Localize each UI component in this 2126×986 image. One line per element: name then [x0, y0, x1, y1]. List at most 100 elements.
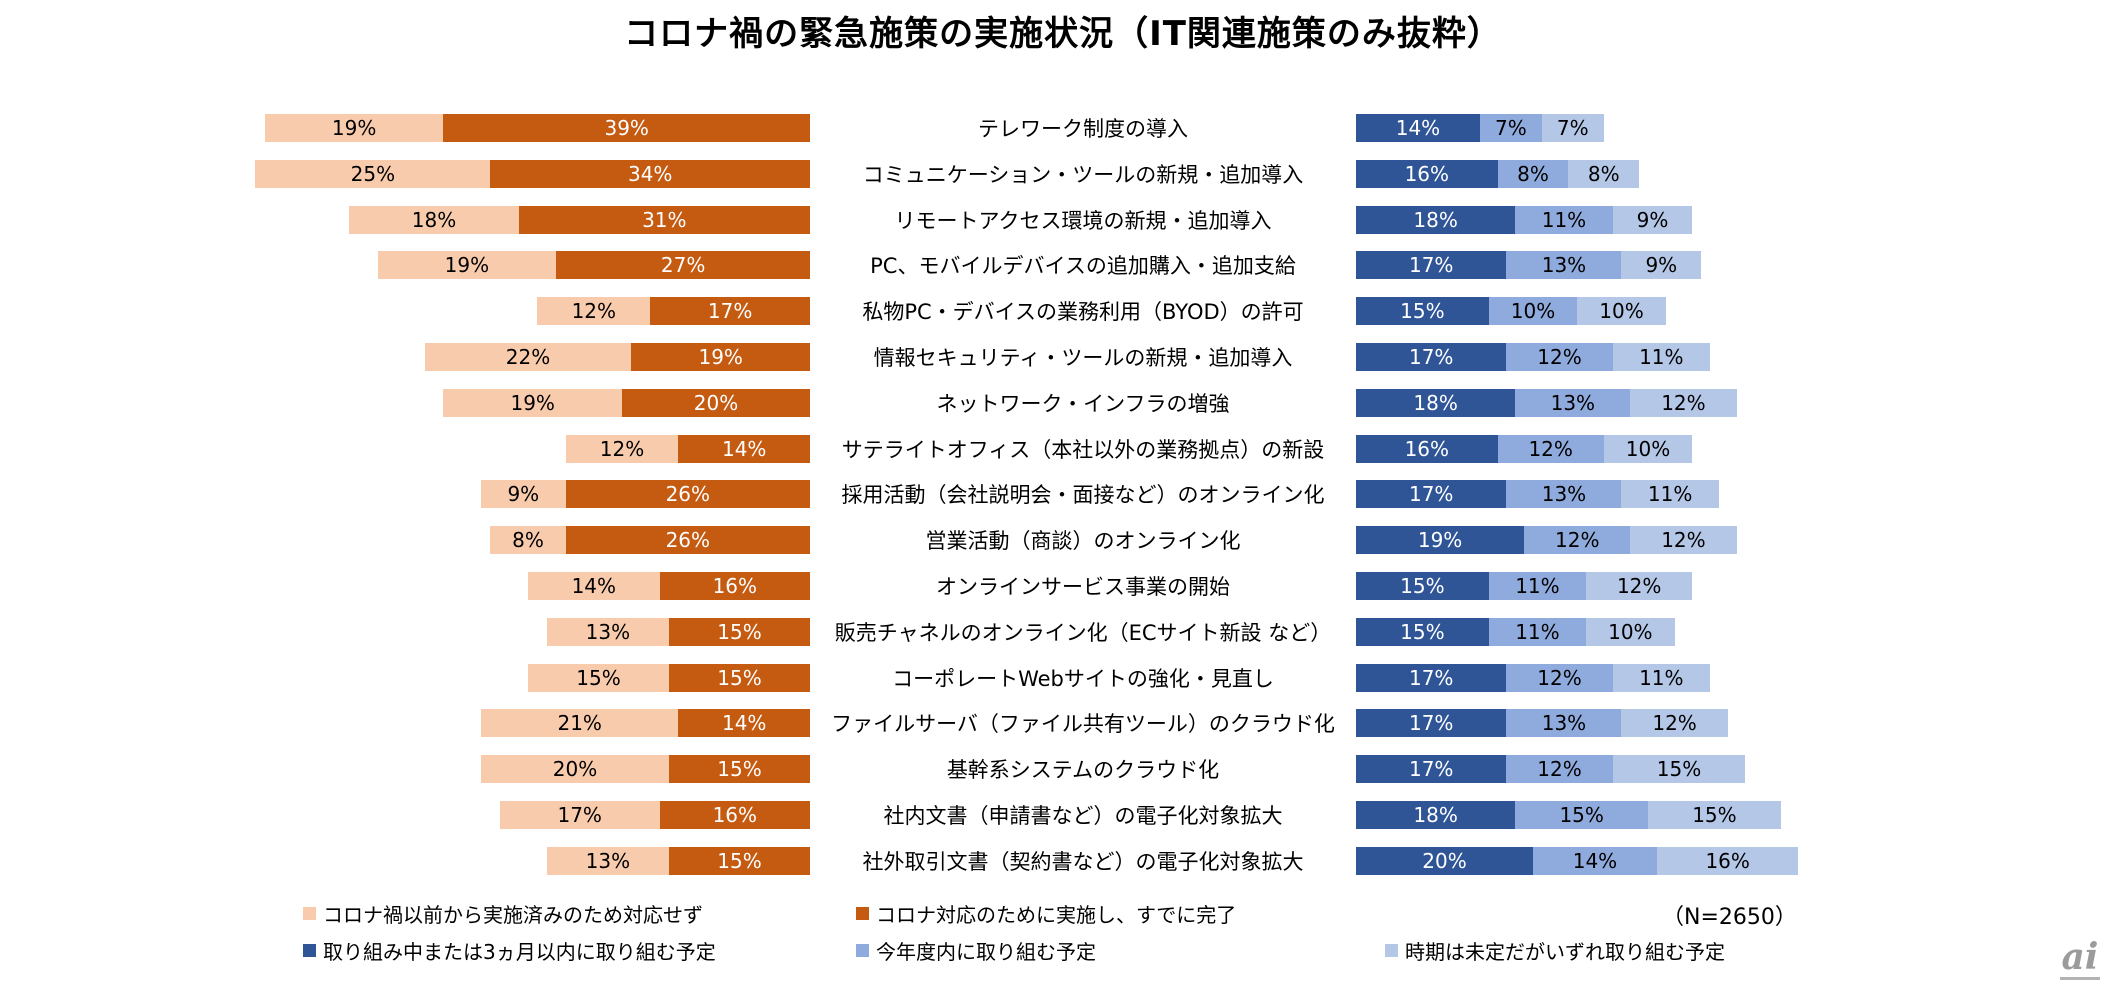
bar-segment-pre-covid-done: 9% — [481, 480, 566, 509]
left-bar-group: 14% 16% — [245, 571, 810, 600]
bar-segment-covid-done: 16% — [659, 800, 810, 829]
left-bar-group: 13% 15% — [245, 846, 810, 875]
category-label: テレワーク制度の導入 — [978, 117, 1188, 141]
chart-row: 19% 39% テレワーク制度の導入 14% 7% 7% — [245, 114, 1926, 142]
bar-segment-pre-covid-done: 18% — [349, 205, 519, 234]
left-bar-group: 13% 15% — [245, 617, 810, 646]
bar-segment-covid-done: 20% — [622, 388, 810, 417]
category-label: 社内文書（申請書など）の電子化対象拡大 — [883, 803, 1283, 828]
bar-segment-in-progress-3mo: 19% — [1356, 526, 1525, 555]
category-label: ファイルサーバ（ファイル共有ツール）のクラウド化 — [831, 712, 1335, 737]
category-label: 社外取引文書（契約書など）の電子化対象拡大 — [862, 849, 1304, 874]
bar-segment-this-fiscal-year: 12% — [1524, 526, 1631, 555]
category-label: 販売チャネルのオンライン化（ECサイト新設 など） — [834, 620, 1332, 645]
chart-row: 20% 15% 基幹系システムのクラウド化 17% 12% 15% — [245, 755, 1926, 784]
bar-segment-covid-done: 16% — [659, 571, 810, 600]
left-bar-group: 20% 15% — [245, 755, 810, 784]
bar-segment-in-progress-3mo: 17% — [1356, 480, 1507, 509]
bar-segment-this-fiscal-year: 8% — [1497, 159, 1569, 188]
bar-segment-covid-done: 19% — [631, 342, 810, 371]
bar-segment-pre-covid-done: 8% — [490, 526, 566, 555]
bar-segment-pre-covid-done: 19% — [443, 388, 622, 417]
chart-row: 25% 34% コミュニケーション・ツールの新規・追加導入 16% 8% 8% — [245, 159, 1926, 188]
bar-segment-covid-done: 14% — [678, 434, 810, 463]
right-bar-group: 14% 7% 7% — [1356, 114, 1926, 142]
bar-segment-undecided: 12% — [1621, 709, 1728, 738]
right-bar-group: 17% 12% 11% — [1356, 663, 1926, 692]
chart-row: 14% 16% オンラインサービス事業の開始 15% 11% 12% — [245, 571, 1926, 600]
bar-segment-undecided: 11% — [1621, 480, 1719, 509]
bar-segment-this-fiscal-year: 12% — [1506, 755, 1613, 784]
bar-segment-pre-covid-done: 15% — [528, 663, 669, 692]
bar-segment-pre-covid-done: 12% — [565, 434, 679, 463]
left-bar-group: 21% 14% — [245, 709, 810, 738]
chart-row: 19% 20% ネットワーク・インフラの増強 18% 13% 12% — [245, 388, 1926, 417]
bar-segment-covid-done: 27% — [556, 251, 810, 280]
left-bar-group: 25% 34% — [245, 159, 810, 188]
bar-segment-in-progress-3mo: 15% — [1356, 297, 1489, 326]
bar-segment-undecided: 15% — [1612, 755, 1746, 784]
bar-segment-covid-done: 17% — [650, 297, 810, 326]
category-label: コーポレートWebサイトの強化・見直し — [892, 666, 1274, 691]
left-bar-group: 19% 20% — [245, 388, 810, 417]
legend-item-this-fiscal-year: 今年度内に取り組む予定 — [856, 936, 1096, 965]
bar-segment-undecided: 12% — [1630, 526, 1737, 555]
bar-segment-pre-covid-done: 22% — [424, 342, 632, 371]
right-bar-group: 17% 13% 12% — [1356, 709, 1926, 738]
bar-segment-this-fiscal-year: 13% — [1506, 709, 1622, 738]
bar-segment-pre-covid-done: 25% — [255, 159, 491, 188]
bar-segment-undecided: 10% — [1586, 617, 1675, 646]
bar-segment-this-fiscal-year: 12% — [1506, 663, 1613, 692]
bar-segment-covid-done: 26% — [565, 526, 810, 555]
category-label: リモートアクセス環境の新規・追加導入 — [894, 208, 1272, 233]
chart-row: 21% 14% ファイルサーバ（ファイル共有ツール）のクラウド化 17% 13% 12% — [245, 709, 1926, 738]
left-bar-group: 22% 19% — [245, 342, 810, 371]
legend-swatch-icon — [303, 907, 316, 920]
legend-swatch-icon — [856, 907, 869, 920]
chart-row: 8% 26% 営業活動（商談）のオンライン化 19% 12% 12% — [245, 526, 1926, 555]
legend-label: 今年度内に取り組む予定 — [876, 940, 1096, 964]
legend-swatch-icon — [303, 944, 316, 957]
legend-item-undecided: 時期は未定だがいずれ取り組む予定 — [1385, 936, 1725, 965]
right-bar-group: 16% 12% 10% — [1356, 434, 1926, 463]
bar-segment-undecided: 8% — [1568, 159, 1640, 188]
watermark-subtext — [2060, 977, 2100, 980]
category-label: 情報セキュリティ・ツールの新規・追加導入 — [873, 345, 1293, 370]
bar-segment-this-fiscal-year: 12% — [1497, 434, 1604, 463]
legend-item-pre-covid-done: コロナ禍以前から実施済みのため対応せず — [303, 899, 703, 928]
category-label: コミュニケーション・ツールの新規・追加導入 — [862, 162, 1304, 187]
legend-item-in-progress-3mo: 取り組み中または3ヵ月以内に取り組む予定 — [303, 936, 716, 965]
left-bar-group: 19% 39% — [245, 114, 810, 142]
bar-segment-this-fiscal-year: 12% — [1506, 342, 1613, 371]
bar-segment-in-progress-3mo: 14% — [1356, 114, 1480, 142]
bar-segment-covid-done: 34% — [490, 159, 810, 188]
bar-segment-in-progress-3mo: 16% — [1356, 434, 1498, 463]
diverging-bar-chart: 19% 39% テレワーク制度の導入 14% 7% 7% 25% 34% コミュニケーション・ツ… — [245, 114, 1926, 893]
bar-segment-undecided: 9% — [1612, 205, 1693, 234]
category-label: 基幹系システムのクラウド化 — [946, 758, 1220, 783]
category-label: 採用活動（会社説明会・面接など）のオンライン化 — [841, 483, 1325, 508]
bar-segment-pre-covid-done: 14% — [528, 571, 660, 600]
bar-segment-covid-done: 14% — [678, 709, 810, 738]
category-label: 私物PC・デバイスの業務利用（BYOD）の許可 — [862, 300, 1304, 325]
bar-segment-covid-done: 15% — [669, 617, 810, 646]
bar-segment-in-progress-3mo: 20% — [1356, 846, 1533, 875]
bar-segment-covid-done: 39% — [443, 114, 810, 142]
bar-segment-undecided: 11% — [1612, 663, 1710, 692]
left-bar-group: 8% 26% — [245, 526, 810, 555]
chart-row: 9% 26% 採用活動（会社説明会・面接など）のオンライン化 17% 13% 11% — [245, 480, 1926, 509]
bar-segment-covid-done: 31% — [518, 205, 810, 234]
bar-segment-covid-done: 15% — [669, 663, 810, 692]
bar-segment-in-progress-3mo: 15% — [1356, 571, 1489, 600]
chart-row: 15% 15% コーポレートWebサイトの強化・見直し 17% 12% 11% — [245, 663, 1926, 692]
bar-segment-pre-covid-done: 12% — [537, 297, 651, 326]
bar-segment-this-fiscal-year: 11% — [1515, 205, 1613, 234]
bar-segment-in-progress-3mo: 18% — [1356, 800, 1516, 829]
bar-segment-in-progress-3mo: 17% — [1356, 755, 1507, 784]
bar-segment-this-fiscal-year: 11% — [1488, 571, 1587, 600]
bar-segment-this-fiscal-year: 13% — [1515, 388, 1631, 417]
bar-segment-undecided: 15% — [1648, 800, 1781, 829]
right-bar-group: 19% 12% 12% — [1356, 526, 1926, 555]
bar-segment-undecided: 12% — [1630, 388, 1737, 417]
